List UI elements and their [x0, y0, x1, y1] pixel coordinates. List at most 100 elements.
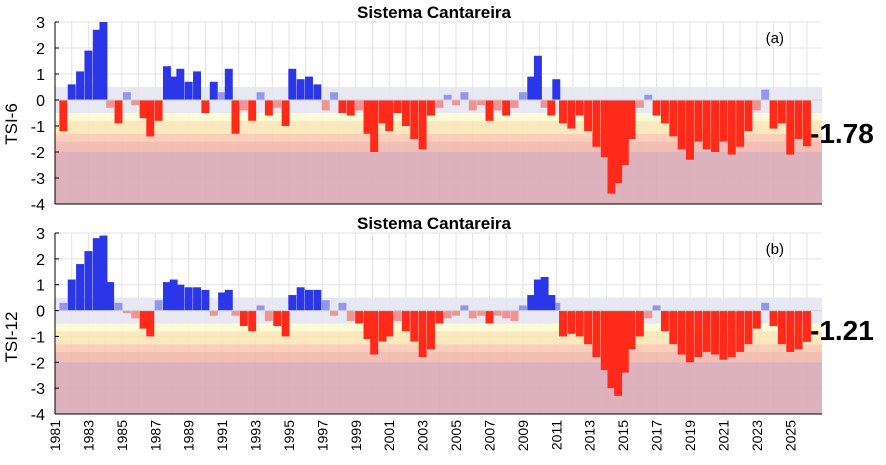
bar — [122, 92, 131, 100]
x-tick-label: 1997 — [314, 420, 330, 451]
bar — [493, 100, 502, 111]
bar — [114, 100, 123, 124]
bar — [627, 100, 636, 139]
bar — [607, 310, 616, 389]
bar — [761, 302, 770, 311]
bar — [786, 310, 795, 352]
bar — [355, 310, 364, 324]
bar — [330, 92, 339, 100]
drought-band — [55, 344, 822, 352]
bar — [393, 100, 402, 113]
bar — [176, 68, 185, 100]
bar — [584, 310, 593, 345]
bar — [84, 50, 93, 100]
bar — [256, 92, 265, 100]
bar — [584, 100, 593, 132]
y-tick-label: 0 — [36, 93, 45, 110]
x-tick-label: 1985 — [114, 420, 130, 451]
bar — [273, 100, 282, 108]
bar — [67, 84, 76, 100]
bar — [363, 310, 372, 340]
bar — [477, 310, 486, 316]
bar — [644, 310, 653, 319]
bar — [652, 100, 661, 116]
bar — [273, 310, 282, 327]
drought-band — [55, 362, 822, 414]
panel-b-ylabel: TSI-12 — [2, 311, 21, 362]
x-tick-label: 2013 — [582, 420, 598, 451]
bar — [410, 310, 419, 342]
bar — [231, 310, 240, 316]
bar — [162, 66, 171, 100]
panel-a-current-value: -1.78 — [810, 118, 874, 149]
bar — [99, 22, 108, 100]
bar — [184, 287, 193, 311]
bar — [131, 100, 140, 106]
bar — [84, 251, 93, 311]
bar — [627, 310, 636, 350]
bar — [719, 100, 728, 142]
bar — [660, 100, 669, 124]
x-tick-label: 1995 — [281, 420, 297, 451]
drought-band — [55, 113, 822, 121]
bar — [592, 100, 601, 147]
x-tick-label: 2001 — [381, 420, 397, 451]
y-tick-label: -1 — [31, 329, 45, 346]
bar — [401, 100, 410, 126]
bar — [620, 310, 629, 373]
bar — [761, 89, 770, 100]
panel-a: 3 2 1 0 -1 -2 -3 -4 Sistema Cantareira TSI-6 (a… — [2, 3, 874, 214]
bar — [313, 84, 322, 100]
drought-band — [55, 351, 822, 363]
panel-b-label: (b) — [766, 241, 784, 258]
bar — [686, 310, 694, 363]
bar — [485, 310, 494, 324]
bar — [660, 310, 669, 332]
bar — [477, 100, 486, 106]
bar — [559, 310, 567, 337]
y-tick-label: 2 — [36, 252, 45, 269]
bar — [452, 100, 461, 106]
y-tick-label: 3 — [36, 15, 45, 32]
y-tick-label: -1 — [31, 119, 45, 136]
bar — [281, 310, 290, 337]
x-tick-label: 1993 — [248, 420, 264, 451]
bar — [510, 310, 519, 321]
bar — [92, 238, 101, 311]
bar — [378, 310, 387, 342]
bar — [169, 76, 178, 100]
bar — [635, 100, 644, 108]
y-tick-label: -3 — [31, 381, 45, 398]
bar — [209, 81, 218, 100]
bar — [518, 92, 527, 100]
bar — [313, 289, 322, 311]
bar — [592, 310, 601, 358]
bar — [669, 310, 678, 345]
x-tick-label: 2021 — [715, 420, 731, 451]
bar — [154, 300, 163, 311]
x-tick-label: 2025 — [782, 420, 798, 451]
x-tick-label: 2019 — [682, 420, 698, 451]
bar — [533, 55, 542, 100]
bar — [769, 100, 778, 129]
bar — [193, 287, 202, 311]
x-tick-label: 2007 — [481, 420, 497, 451]
bar — [552, 79, 561, 100]
bar — [540, 100, 549, 108]
bar — [76, 264, 85, 311]
bar — [106, 282, 115, 311]
bar — [620, 100, 629, 165]
bar — [502, 100, 511, 116]
y-tick-label: -4 — [31, 197, 45, 214]
bar — [786, 100, 795, 155]
panel-a-plot: 3 2 1 0 -1 -2 -3 -4 — [31, 15, 822, 214]
bar — [288, 68, 297, 100]
bar — [575, 310, 584, 337]
bar — [694, 100, 703, 142]
bar — [727, 100, 736, 155]
bar — [547, 100, 556, 116]
bar — [154, 100, 163, 121]
drought-band — [55, 141, 822, 152]
